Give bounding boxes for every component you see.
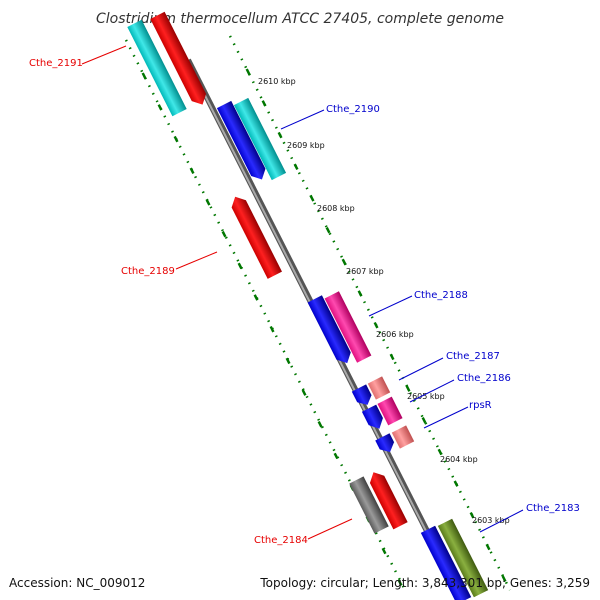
major-tick <box>357 290 363 297</box>
scale-label: 2604 kbp <box>440 455 478 464</box>
genome-summary-text: Topology: circular; Length: 3,843,301 bp… <box>259 576 590 590</box>
feature-cthe-2188[interactable] <box>307 295 355 366</box>
feature-rpsr[interactable] <box>375 433 397 455</box>
major-tick <box>261 100 267 107</box>
major-tick <box>453 480 459 487</box>
major-tick <box>157 104 163 111</box>
feature-cthe-2184-orf[interactable] <box>349 476 389 534</box>
feature-cthe-2188-orf[interactable] <box>324 291 372 363</box>
major-tick <box>389 353 395 361</box>
major-ticks <box>141 68 507 586</box>
major-tick <box>333 452 339 460</box>
major-tick <box>237 262 243 270</box>
gene-label-cthe-2186[interactable]: Cthe_2186 <box>457 373 511 384</box>
gene-label-cthe-2184[interactable]: Cthe_2184 <box>254 535 308 546</box>
major-tick <box>277 131 283 139</box>
major-tick <box>293 163 299 170</box>
feature-cthe-2191[interactable] <box>150 11 209 108</box>
major-tick <box>405 385 411 392</box>
tick-tracks <box>124 35 512 591</box>
feature-cthe-2190[interactable] <box>216 100 269 183</box>
major-tick <box>485 543 491 551</box>
scale-label: 2609 kbp <box>287 141 325 150</box>
scale-label: 2610 kbp <box>258 77 296 86</box>
major-tick <box>173 135 179 143</box>
major-tick <box>421 417 427 424</box>
feature-cthe-2191-orf[interactable] <box>127 19 187 117</box>
major-tick <box>189 167 195 174</box>
features <box>127 11 489 600</box>
major-tick <box>325 226 331 234</box>
gene-label-cthe-2191[interactable]: Cthe_2191 <box>29 58 83 69</box>
major-tick <box>269 325 275 333</box>
major-tick <box>317 421 323 428</box>
gene-label-cthe-2187[interactable]: Cthe_2187 <box>446 351 500 362</box>
major-tick <box>373 321 379 329</box>
feature-cthe-2183[interactable] <box>420 525 472 600</box>
major-tick <box>301 389 307 396</box>
major-tick <box>245 68 251 75</box>
scale-label: 2603 kbp <box>472 516 510 525</box>
major-tick <box>397 579 403 586</box>
feature-cthe-2190-orf[interactable] <box>233 97 287 181</box>
major-tick <box>141 72 147 79</box>
gene-labels: Cthe_2191 Cthe_2190 Cthe_2189 Cthe_2188 … <box>29 58 580 546</box>
gene-label-rpsr[interactable]: rpsR <box>469 400 492 411</box>
scale-label: 2606 kbp <box>376 330 414 339</box>
feature-cthe-2187-orf[interactable] <box>367 376 391 400</box>
major-tick <box>309 195 315 202</box>
label-leaders <box>81 45 524 540</box>
scale-label: 2608 kbp <box>317 204 355 213</box>
accession-text: Accession: NC_009012 <box>9 576 145 590</box>
major-tick <box>253 294 259 301</box>
scale-labels: 2610 kbp 2609 kbp 2608 kbp 2607 kbp 2606… <box>258 77 510 525</box>
major-tick <box>469 512 475 519</box>
gene-label-cthe-2189[interactable]: Cthe_2189 <box>121 266 175 277</box>
feature-cthe-2187[interactable] <box>351 384 375 408</box>
major-tick <box>341 258 347 266</box>
feature-rpsr-orf[interactable] <box>391 425 415 449</box>
feature-cthe-2183-orf[interactable] <box>437 518 489 598</box>
scale-label: 2605 kbp <box>407 392 445 401</box>
major-tick <box>205 199 211 206</box>
major-tick <box>381 547 387 555</box>
major-tick <box>285 357 291 365</box>
feature-cthe-2189[interactable] <box>228 193 282 279</box>
feature-cthe-2184[interactable] <box>366 469 408 530</box>
map-title: Clostridium thermocellum ATCC 27405, com… <box>96 11 504 27</box>
feature-cthe-2186-orf[interactable] <box>377 396 403 426</box>
major-tick <box>437 448 443 456</box>
feature-cthe-2186[interactable] <box>361 404 387 433</box>
major-tick <box>501 575 507 582</box>
scale-label: 2607 kbp <box>346 267 384 276</box>
gene-label-cthe-2188[interactable]: Cthe_2188 <box>414 290 468 301</box>
major-tick <box>221 230 227 238</box>
gene-label-cthe-2183[interactable]: Cthe_2183 <box>526 503 580 514</box>
gene-label-cthe-2190[interactable]: Cthe_2190 <box>326 104 380 115</box>
